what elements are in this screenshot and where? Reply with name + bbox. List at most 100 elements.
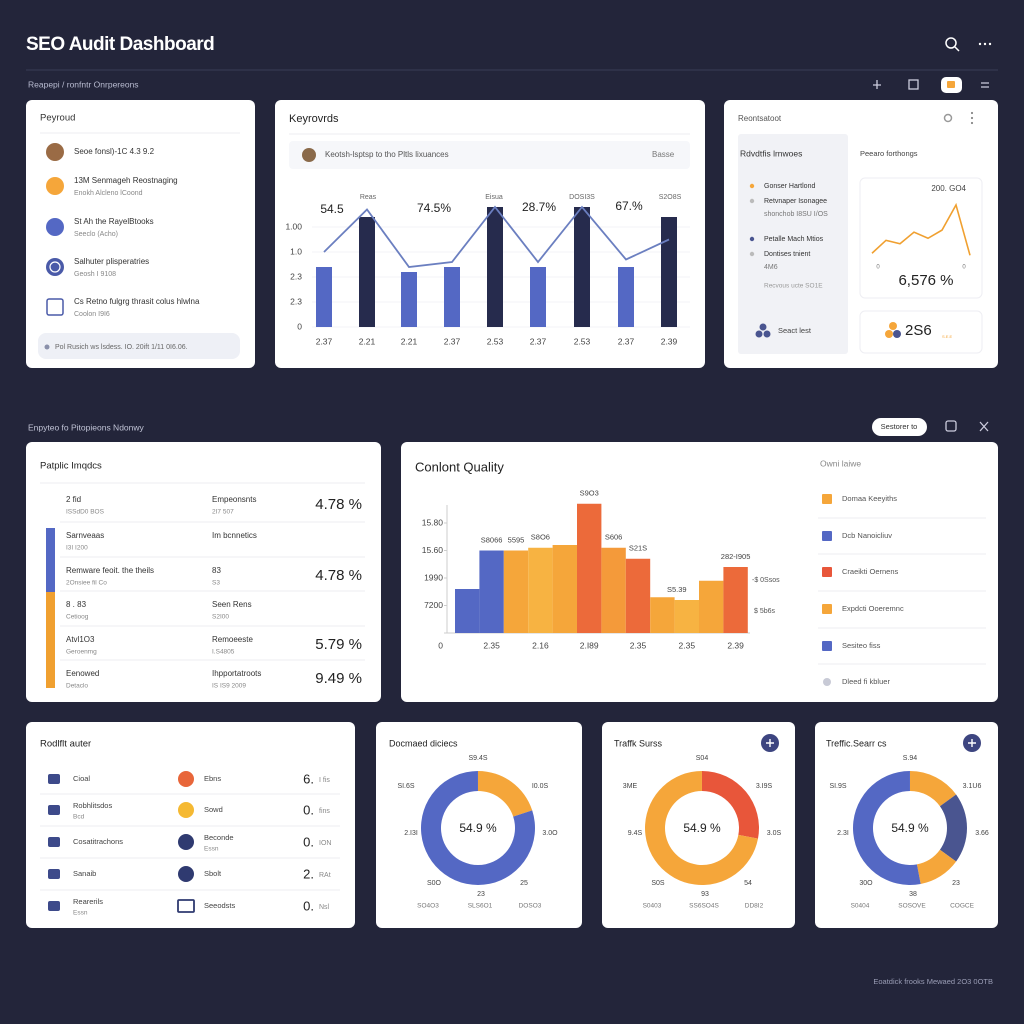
chart-annotation: S21S [629,544,647,553]
list-item-detail: Geosh I 9108 [74,271,116,278]
user-icon [759,323,767,331]
close-icon[interactable] [979,421,989,432]
card [26,442,381,702]
section-label: Enpyteo fo Pitopieons Ndonwy [28,422,145,432]
donut-label: 30O [859,880,873,887]
donut-label: 23 [952,880,960,887]
menu-dot [983,42,987,46]
row-metric-sub: I.S4805 [212,649,235,656]
chart-annotation: 74.5% [417,201,451,215]
card-title: Treffic.Searr cs [826,738,887,748]
row-page-icon [178,771,194,787]
x-tick-label: 0 [876,265,880,271]
donut-label: 54 [744,880,752,887]
donut-label: SI.6S [397,783,414,790]
insight-item: shonchob I8SU I/OS [764,211,828,218]
list-item-label: Cs Retno fulgrg thrasit colus hlwlna [74,297,200,306]
count-icon [889,322,897,330]
x-tick-label: 0 [962,265,966,271]
row-metric-sub: S3 [212,580,220,587]
donut-segment [478,771,533,817]
y-tick-label: 1990 [424,572,443,582]
row-name: 2 fid [66,495,81,504]
row-metric-sub: 2I7 507 [212,509,234,516]
row-metric: Ihpportatroots [212,669,261,678]
row-count: 0. [303,898,314,913]
row-sub: ISSdD0 BOS [66,509,105,516]
donut-footer: S0404 [851,903,870,910]
bar [577,503,602,633]
row-page: Seeodsts [204,901,236,910]
y-tick-label: 2.3 [290,296,302,306]
row-unit: ION [319,840,331,847]
subtitle: Reapepi / ronfntr Onrpereons [28,79,139,89]
x-tick-label: 2.21 [401,336,418,346]
search-icon[interactable] [945,37,957,49]
settings-icon[interactable] [943,113,953,123]
donut-segment [702,771,760,839]
row-name: Atvl1O3 [66,635,95,644]
bar [359,217,375,327]
row-sub: 2Onsiee fil Co [66,580,107,587]
bar [625,558,651,633]
legend-label: Craeikti Oernens [842,567,899,576]
chart-annotation: 200. GO4 [931,184,966,193]
donut-segment [853,771,921,885]
donut-label: 2.3I [837,830,849,837]
count-note: S.E.E [942,334,953,339]
legend-swatch [822,567,832,577]
row-sub: Geroenmg [66,649,97,656]
row-metric-sub: IS IS9 2009 [212,683,246,690]
search-bar[interactable] [289,141,690,169]
donut-label: 3.0S [767,830,782,837]
y-tick-label: 7200 [424,600,443,610]
toolbar-icon[interactable] [908,79,919,90]
legend-label: Expdcti Ooeremnc [842,604,904,613]
bar [674,600,699,633]
list-icon-inner [49,261,61,273]
card-title: Traffk Surss [614,738,663,748]
count-value: 2S6 [905,322,932,339]
donut-segment [420,771,535,885]
section-button[interactable] [872,418,927,436]
bar [552,545,577,633]
menu-dot [970,121,974,125]
trend-line [323,205,670,268]
y-tick-label: 1.0 [290,246,302,256]
bar [316,267,332,327]
row-unit: RAt [319,872,331,879]
donut-footer: SOSOVE [898,903,926,910]
toolbar-icon[interactable] [873,80,881,89]
search-action: Basse [652,150,675,159]
chart-annotation: S8O6 [531,533,550,542]
row-metric: Remoeeste [212,635,253,644]
row-unit: Nsl [319,904,330,911]
row-metric: Seen Rens [212,600,252,609]
donut-label: SI.9S [829,783,846,790]
chart-annotation: 28.7% [522,200,556,214]
search-avatar [302,148,316,162]
menu-dot [978,42,982,46]
donut-footer: SLS6O1 [468,903,493,910]
donut-label: 3.0O [542,830,558,837]
section-icon[interactable] [945,420,957,432]
donut-label: S0S [651,880,665,887]
donut-label: 3.66 [975,830,989,837]
x-tick-label: 2.53 [487,336,504,346]
mini-trend-line [871,202,971,256]
search-icon-handle [954,46,960,52]
chart-annotation: Reas [360,194,377,201]
card-title: Peyroud [40,113,75,124]
list-item-label: 13M Senmageh Reostnaging [74,176,178,185]
list-icon [46,143,64,161]
legend-swatch [822,494,832,504]
donut-label: 2.I3I [404,830,418,837]
menu-dot [988,42,992,46]
donut-footer: SS6SO4S [689,903,719,910]
trend-card [859,177,983,299]
toolbar-icon[interactable] [981,82,989,88]
row-name: Eenowed [66,669,99,678]
row-count: 6. [303,771,314,786]
legend-swatch [822,531,832,541]
donut-label: S.94 [903,755,918,762]
